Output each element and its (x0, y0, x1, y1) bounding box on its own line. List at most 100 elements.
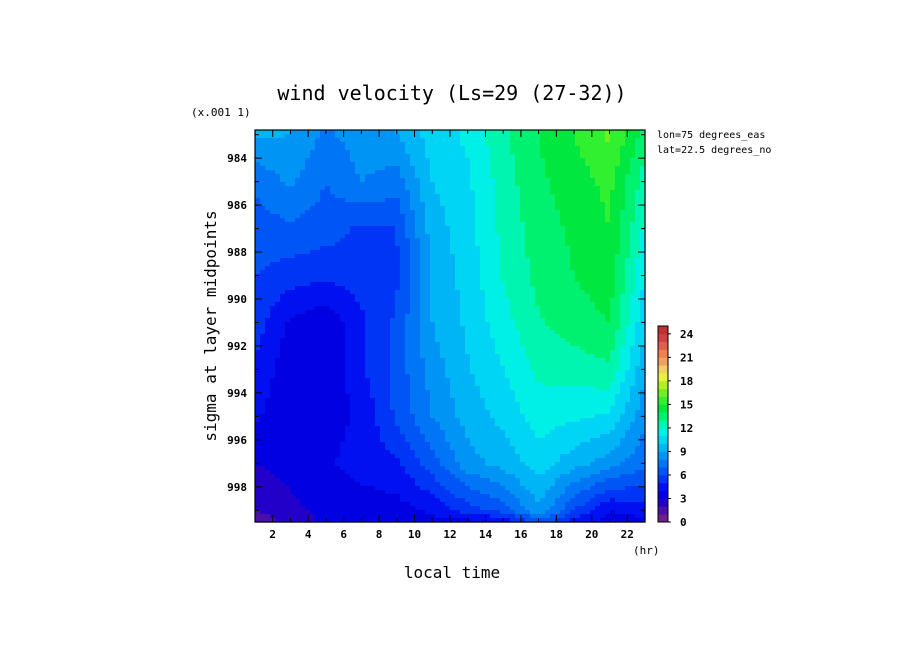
contour-cell (635, 146, 641, 151)
contour-cell (400, 278, 406, 283)
contour-cell (525, 294, 531, 299)
contour-cell (475, 226, 481, 231)
contour-cell (365, 334, 371, 339)
contour-cell (400, 274, 406, 279)
contour-cell (445, 218, 451, 223)
contour-cell (620, 338, 626, 343)
contour-cell (280, 282, 286, 287)
contour-cell (380, 354, 386, 359)
contour-cell (640, 306, 646, 311)
contour-cell (385, 174, 391, 179)
contour-cell (345, 266, 351, 271)
contour-cell (605, 362, 611, 367)
contour-cell (340, 162, 346, 167)
contour-cell (330, 258, 336, 263)
contour-cell (595, 290, 601, 295)
contour-cell (540, 370, 546, 375)
contour-cell (520, 326, 526, 331)
contour-cell (525, 242, 531, 247)
contour-cell (355, 198, 361, 203)
contour-cell (555, 142, 561, 147)
contour-cell (455, 290, 461, 295)
contour-cell (610, 246, 616, 251)
contour-cell (445, 238, 451, 243)
contour-cell (290, 302, 296, 307)
contour-cell (640, 366, 646, 371)
contour-cell (385, 366, 391, 371)
contour-cell (330, 254, 336, 259)
contour-cell (505, 282, 511, 287)
contour-cell (555, 274, 561, 279)
contour-cell (330, 190, 336, 195)
contour-cell (365, 350, 371, 355)
contour-cell (295, 198, 301, 203)
contour-cell (575, 182, 581, 187)
contour-cell (320, 298, 326, 303)
contour-cell (260, 366, 266, 371)
contour-cell (475, 310, 481, 315)
contour-cell (515, 330, 521, 335)
contour-cell (540, 170, 546, 175)
contour-cell (320, 158, 326, 163)
contour-cell (280, 230, 286, 235)
contour-cell (275, 354, 281, 359)
contour-cell (375, 382, 381, 387)
contour-cell (295, 358, 301, 363)
contour-cell (335, 166, 341, 171)
contour-cell (420, 370, 426, 375)
contour-cell (285, 238, 291, 243)
contour-cell (355, 314, 361, 319)
contour-cell (620, 350, 626, 355)
contour-cell (335, 242, 341, 247)
contour-cell (605, 370, 611, 375)
contour-cell (415, 378, 421, 383)
contour-cell (450, 314, 456, 319)
contour-cell (400, 234, 406, 239)
contour-cell (510, 190, 516, 195)
contour-cell (485, 306, 491, 311)
contour-cell (395, 202, 401, 207)
contour-cell (260, 246, 266, 251)
contour-cell (555, 354, 561, 359)
contour-cell (605, 190, 611, 195)
contour-cell (580, 218, 586, 223)
contour-cell (275, 254, 281, 259)
contour-cell (465, 378, 471, 383)
contour-cell (280, 258, 286, 263)
contour-cell (330, 358, 336, 363)
contour-cell (390, 310, 396, 315)
contour-cell (280, 374, 286, 379)
contour-cell (340, 186, 346, 191)
contour-cell (475, 286, 481, 291)
contour-cell (635, 262, 641, 267)
contour-cell (380, 158, 386, 163)
contour-cell (375, 274, 381, 279)
contour-cell (640, 266, 646, 271)
contour-cell (345, 202, 351, 207)
contour-cell (530, 158, 536, 163)
contour-cell (545, 162, 551, 167)
contour-cell (450, 246, 456, 251)
contour-cell (505, 362, 511, 367)
contour-cell (260, 294, 266, 299)
contour-cell (270, 306, 276, 311)
contour-cell (395, 346, 401, 351)
contour-cell (470, 258, 476, 263)
contour-cell (275, 242, 281, 247)
contour-cell (385, 186, 391, 191)
contour-cell (280, 134, 286, 139)
contour-cell (430, 354, 436, 359)
contour-cell (360, 294, 366, 299)
contour-cell (330, 306, 336, 311)
contour-cell (255, 170, 261, 175)
contour-cell (560, 206, 566, 211)
contour-cell (425, 174, 431, 179)
contour-cell (615, 142, 621, 147)
contour-cell (595, 234, 601, 239)
contour-cell (280, 238, 286, 243)
contour-cell (540, 338, 546, 343)
contour-cell (425, 162, 431, 167)
contour-cell (580, 298, 586, 303)
contour-cell (615, 282, 621, 287)
contour-cell (500, 286, 506, 291)
